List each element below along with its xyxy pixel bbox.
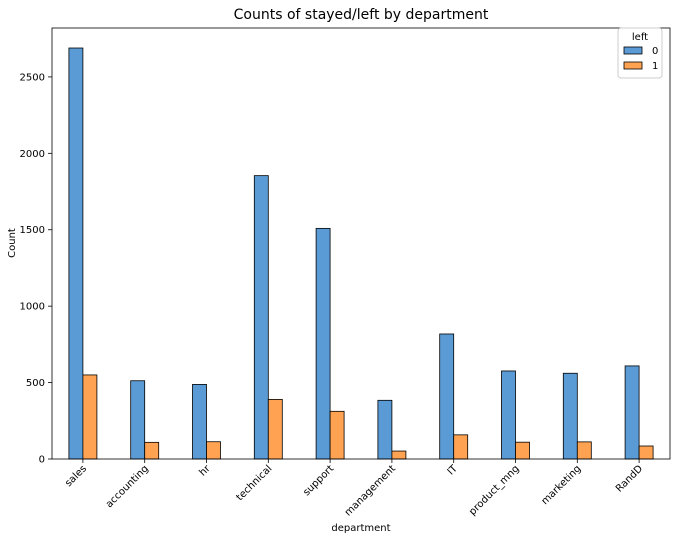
legend-label-0: 0 xyxy=(652,46,658,57)
x-tick-label: hr xyxy=(197,463,213,479)
x-tick-label: marketing xyxy=(540,463,584,507)
bar-marketing-1 xyxy=(576,441,592,460)
bar-RandD-1 xyxy=(638,445,654,460)
bar-management-0 xyxy=(377,399,393,460)
x-tick-label: support xyxy=(301,463,336,498)
axes-frame xyxy=(51,27,671,460)
x-tick-label: technical xyxy=(235,463,275,503)
bar-hr-1 xyxy=(206,441,221,460)
bar-technical-1 xyxy=(267,398,283,460)
bar-sales-0 xyxy=(68,47,84,460)
x-tick-label: accounting xyxy=(104,463,151,510)
x-axis-label: department xyxy=(331,523,390,534)
bar-technical-0 xyxy=(253,175,269,460)
y-tick-label: 2500 xyxy=(20,72,45,83)
bar-support-0 xyxy=(315,227,331,460)
legend-title: left xyxy=(632,32,648,43)
plot-area: 0 500 1000 1500 2000 2500 sales accounting hr tec… xyxy=(20,27,671,518)
x-tick-label: product_mng xyxy=(467,463,521,517)
y-axis-label: Count xyxy=(7,228,18,258)
bar-product_mng-1 xyxy=(515,441,530,460)
bar-hr-0 xyxy=(192,384,207,460)
x-tick-label: RandD xyxy=(614,463,645,494)
bar-accounting-0 xyxy=(130,380,146,460)
y-tick-label: 2000 xyxy=(20,149,45,160)
legend: left 0 1 xyxy=(617,27,663,79)
bar-IT-0 xyxy=(439,333,455,460)
y-tick-label: 500 xyxy=(26,378,45,389)
bar-RandD-0 xyxy=(624,365,640,460)
y-tick-label: 1000 xyxy=(20,302,45,313)
y-tick-label: 1500 xyxy=(20,225,45,236)
bar-IT-1 xyxy=(453,434,469,460)
bar-support-1 xyxy=(329,410,345,460)
chart-title: Counts of stayed/left by department xyxy=(234,7,489,23)
x-tick-label: sales xyxy=(63,463,89,489)
legend-label-1: 1 xyxy=(652,61,658,72)
bar-sales-1 xyxy=(82,374,98,460)
bar-accounting-1 xyxy=(144,441,160,460)
legend-swatch-0 xyxy=(623,46,643,55)
x-tick-label: IT xyxy=(446,463,461,478)
y-tick-label: 0 xyxy=(39,455,45,466)
bar-management-1 xyxy=(391,450,407,460)
bar-marketing-0 xyxy=(562,372,578,460)
bar-product_mng-0 xyxy=(501,370,516,460)
legend-swatch-1 xyxy=(623,61,643,70)
x-tick-label: management xyxy=(343,463,398,518)
